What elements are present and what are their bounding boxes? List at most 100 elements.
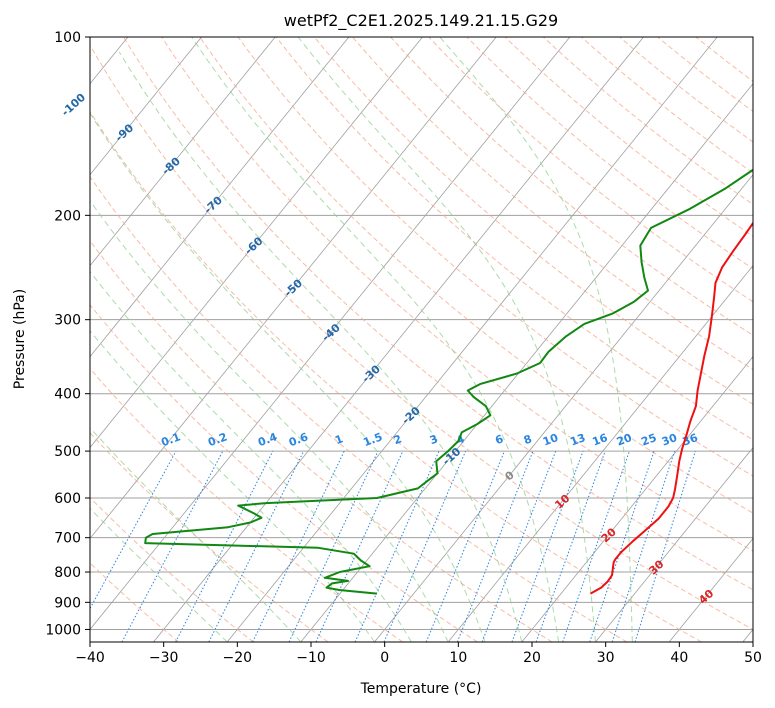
x-axis-tick-label: 10 <box>449 650 467 666</box>
mixing-ratio-line <box>121 450 224 642</box>
dry-adiabat-line <box>90 240 553 642</box>
dry-adiabat-line <box>619 37 753 143</box>
isotherm-line <box>226 37 718 642</box>
dry-adiabat-line <box>161 37 753 552</box>
moist-adiabat-line <box>439 37 633 642</box>
mixing-ratio-line <box>383 450 467 642</box>
mixing-ratio-label: 13 <box>568 431 587 448</box>
dry-adiabat-line <box>352 37 753 371</box>
y-axis-tick-label: 300 <box>54 313 81 329</box>
mixing-ratio-label: 2 <box>392 432 404 447</box>
background-lines <box>90 37 753 642</box>
dry-adiabat-line <box>90 44 753 630</box>
dry-adiabat-line <box>275 37 753 441</box>
moist-adiabat-line <box>191 37 560 642</box>
mixing-ratio-label: 16 <box>591 431 610 449</box>
isotherm-line <box>90 37 423 449</box>
dry-adiabat-line <box>90 431 329 642</box>
isotherm-line <box>90 37 202 176</box>
mixing-ratio-line <box>511 450 584 642</box>
isotherm-line <box>90 37 350 358</box>
dry-adiabat-line <box>90 496 254 642</box>
dry-adiabat-label: 30 <box>646 557 666 577</box>
moist-adiabat-line <box>90 112 486 642</box>
temperature-profile-line <box>590 221 753 595</box>
x-axis-tick-label: 30 <box>597 650 615 666</box>
moist-adiabat-line <box>297 37 596 642</box>
mixing-ratio-label: 3 <box>428 432 440 447</box>
mixing-ratio-label: 0.6 <box>287 430 310 449</box>
mixing-ratio-label: 20 <box>615 431 634 449</box>
isotherm-label: -20 <box>399 404 423 427</box>
y-axis-label: Pressure (hPa) <box>12 289 28 389</box>
isotherm-label: -50 <box>282 276 306 299</box>
mixing-ratio-label: 1.5 <box>361 430 384 449</box>
dry-adiabat-line <box>199 37 753 514</box>
dewpoint-profile-line <box>144 168 753 595</box>
mixing-ratio-line <box>425 450 505 642</box>
isotherm-line <box>300 83 753 642</box>
mixing-ratio-line <box>634 450 696 642</box>
mixing-ratio-line <box>315 450 404 642</box>
x-axis-tick-label: 20 <box>523 650 541 666</box>
mixing-ratio-line <box>535 450 606 642</box>
x-axis-tick-label: 40 <box>670 650 688 666</box>
isotherm-label: -70 <box>202 193 226 216</box>
y-axis-tick-label: 500 <box>54 444 81 460</box>
mixing-ratio-label: 10 <box>541 431 560 449</box>
moist-adiabat-line <box>90 507 228 642</box>
mixing-ratio-line <box>175 450 274 642</box>
dry-adiabat-line <box>123 37 753 591</box>
dry-adiabat-line <box>542 37 753 205</box>
mixing-ratio-line <box>354 450 440 642</box>
mixing-ratio-label: 0.4 <box>256 430 279 449</box>
isotherm-line <box>90 37 497 540</box>
y-axis-tick-label: 900 <box>54 595 81 611</box>
mixing-ratio-line <box>481 450 557 642</box>
x-axis-tick-label: −10 <box>296 650 326 666</box>
mixing-ratio-line <box>456 450 534 642</box>
isotherm-line <box>521 355 753 642</box>
dry-adiabat-line <box>90 110 702 642</box>
dry-adiabat-line <box>90 304 478 642</box>
mixing-ratio-label: 8 <box>522 432 534 447</box>
moist-adiabat-line <box>90 330 375 642</box>
moist-adiabat-line <box>90 426 302 642</box>
dry-adiabat-label: 40 <box>696 587 716 607</box>
dry-adiabat-line <box>581 37 753 174</box>
moist-adiabat-line <box>118 51 523 642</box>
isotherm-line <box>595 446 753 642</box>
y-axis-tick-label: 800 <box>54 565 81 581</box>
dry-adiabat-line <box>90 562 179 642</box>
axes: −40 −30 −20 −10 0 10 20 30 40 50 1000 900 800 700 600 5… <box>45 30 762 666</box>
dry-adiabat-line <box>428 37 753 303</box>
dry-adiabat-line <box>313 37 753 405</box>
mixing-ratio-line <box>611 450 676 642</box>
isotherm-line <box>90 37 571 631</box>
y-axis-tick-label: 1000 <box>45 622 81 638</box>
isotherm-line <box>374 174 753 642</box>
dry-adiabat-line <box>657 37 753 113</box>
x-axis-tick-label: 0 <box>380 650 389 666</box>
dry-adiabat-label: 20 <box>599 525 619 545</box>
moist-adiabat-line <box>90 199 449 642</box>
isotherm-label: -90 <box>113 121 137 144</box>
mixing-ratio-label: 30 <box>660 431 679 449</box>
background-line-labels: -100-90-80-70-60-50-40-30-20-10010203040… <box>59 91 717 607</box>
y-axis-tick-label: 100 <box>54 30 81 46</box>
mixing-ratio-label: 0.2 <box>206 430 229 449</box>
dry-adiabat-line <box>90 367 403 642</box>
isotherm-line <box>447 265 753 642</box>
isotherm-label: -80 <box>159 154 183 177</box>
isotherm-line <box>668 537 753 642</box>
chart-title: wetPf2_C2E1.2025.149.21.15.G29 <box>284 11 558 31</box>
x-axis-tick-label: 50 <box>744 650 762 666</box>
isotherm-line <box>742 628 753 642</box>
mixing-ratio-label: 25 <box>639 431 658 448</box>
sounding-profiles <box>144 168 753 595</box>
x-axis-tick-label: −40 <box>75 650 105 666</box>
mixing-ratio-line <box>288 450 379 642</box>
mixing-ratio-label: 1 <box>333 432 345 447</box>
y-axis-tick-label: 700 <box>54 531 81 547</box>
